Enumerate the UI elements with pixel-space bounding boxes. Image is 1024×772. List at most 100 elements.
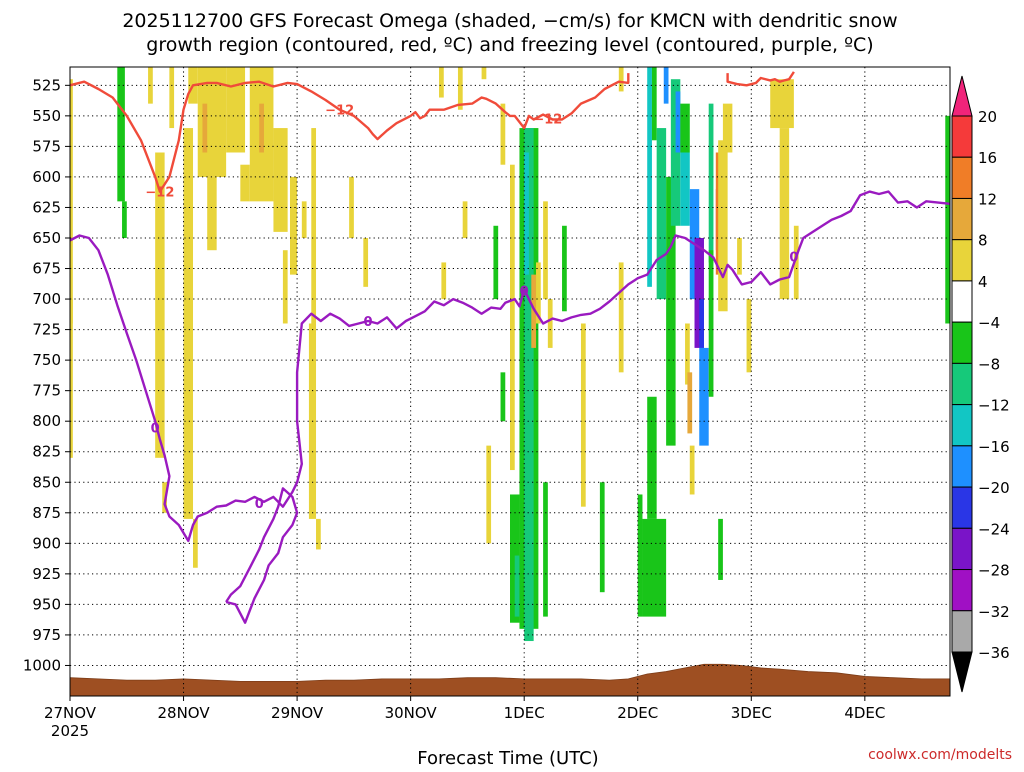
colorbar-label-13: −36	[978, 644, 1010, 662]
omega-cell-66	[687, 372, 693, 434]
omega-cell-54	[647, 396, 657, 519]
omega-cell-75	[718, 140, 728, 312]
omega-cell-2	[117, 67, 125, 202]
omega-cell-64	[685, 323, 690, 385]
omega-cell-46	[547, 299, 553, 348]
x-tick-sublabel-0: 2025	[51, 722, 89, 740]
omega-cell-55	[647, 67, 652, 287]
colorbar-segment-10	[951, 527, 973, 571]
omega-cell-27	[439, 67, 444, 98]
chart-title-line2: growth region (contoured, red, ºC) and f…	[146, 34, 873, 56]
y-tick-label-16: 925	[32, 565, 61, 583]
y-tick-label-3: 600	[32, 168, 61, 186]
omega-shading	[70, 67, 950, 642]
omega-cell-80	[770, 79, 794, 129]
omega-cell-17	[259, 103, 264, 153]
omega-cell-13	[207, 176, 217, 251]
contour-line-0	[70, 73, 630, 193]
contour-label-1: −12	[325, 104, 354, 119]
x-axis-label: Forecast Time (UTC)	[417, 748, 598, 768]
y-tick-label-13: 850	[32, 473, 61, 491]
omega-cell-61	[675, 91, 681, 153]
y-tick-label-17: 950	[32, 595, 61, 613]
y-tick-label-14: 875	[32, 504, 61, 522]
colorbar-segment-9	[951, 486, 973, 529]
x-tick-label-1: 28NOV	[157, 704, 210, 722]
omega-cell-45	[543, 201, 548, 300]
omega-cell-21	[301, 201, 307, 238]
colorbar-label-2: 12	[978, 190, 997, 208]
colorbar-label-1: 16	[978, 149, 997, 167]
omega-cell-23	[311, 128, 317, 324]
omega-cell-12	[202, 103, 208, 153]
contour-label-3: 0	[151, 421, 160, 436]
omega-cell-41	[524, 152, 529, 275]
omega-cell-1	[70, 299, 73, 458]
colorbar-label-6: −8	[978, 355, 1000, 373]
colorbar-segment-6	[951, 362, 973, 406]
plot-frame	[69, 66, 951, 697]
x-tick-label-5: 2DEC	[617, 704, 658, 722]
colorbar-bottom-arrow	[951, 651, 973, 693]
colorbar-label-10: −24	[978, 520, 1010, 538]
y-tick-label-18: 975	[32, 626, 61, 644]
omega-cell-36	[510, 164, 515, 471]
y-tick-label-12: 825	[32, 443, 61, 461]
omega-cell-29	[457, 67, 463, 110]
omega-cell-77	[718, 518, 723, 580]
omega-cell-20	[290, 176, 298, 275]
omega-cell-70	[699, 347, 709, 446]
y-tick-label-7: 700	[32, 290, 61, 308]
omega-cell-81	[779, 128, 790, 300]
contour-labels: −12 −12 −12 0 0 0 0 0	[145, 104, 798, 512]
omega-cell-28	[441, 262, 447, 300]
omega-cell-51	[618, 262, 624, 373]
x-tick-label-3: 30NOV	[385, 704, 438, 722]
colorbar-label-0: 20	[978, 108, 997, 126]
contour-lines	[70, 71, 950, 624]
y-tick-label-2: 575	[32, 137, 61, 155]
omega-cell-79	[746, 299, 752, 373]
colorbar-label-7: −12	[978, 397, 1010, 415]
omega-cell-35	[500, 103, 506, 165]
omega-cell-31	[481, 67, 487, 80]
contour-line-3	[225, 487, 299, 624]
ground-terrain	[70, 663, 950, 696]
omega-cell-43	[536, 262, 541, 324]
y-tick-label-5: 650	[32, 229, 61, 247]
omega-cell-5	[155, 152, 165, 458]
omega-cell-33	[493, 225, 499, 300]
colorbar-segment-7	[951, 404, 973, 447]
omega-cell-50	[618, 67, 624, 92]
contour-label-5: 0	[364, 315, 373, 330]
omega-cell-52	[637, 494, 643, 617]
omega-cell-10	[193, 518, 198, 568]
y-tick-label-0: 525	[32, 76, 61, 94]
omega-cell-32	[486, 445, 492, 544]
omega-cell-38	[514, 555, 520, 617]
omega-cell-40	[524, 128, 534, 642]
omega-cell-65	[689, 445, 695, 495]
y-tick-label-19: 1000	[23, 656, 61, 674]
colorbar-label-9: −20	[978, 479, 1010, 497]
omega-cell-71	[708, 103, 714, 263]
omega-cell-78	[737, 237, 742, 275]
y-tick-label-9: 750	[32, 351, 61, 369]
omega-cell-82	[793, 225, 799, 300]
colorbar-segment-2	[951, 197, 973, 241]
omega-cell-68	[694, 237, 704, 348]
omega-cell-18	[273, 128, 288, 232]
colorbar-segment-11	[951, 569, 973, 612]
colorbar-label-8: −16	[978, 438, 1010, 456]
y-tick-label-11: 800	[32, 412, 61, 430]
y-tick-label-6: 675	[32, 260, 61, 278]
contour-label-6: 0	[520, 285, 529, 300]
colorbar-label-5: −4	[978, 314, 1000, 332]
colorbar: 20 16 12 8 4 −4 −8 −12 −16 −20 −24 −28 −32 −36	[951, 75, 1010, 693]
x-tick-label-0: 27NOV	[44, 704, 97, 722]
colorbar-segment-5	[951, 321, 973, 364]
colorbar-top-arrow	[951, 75, 973, 117]
